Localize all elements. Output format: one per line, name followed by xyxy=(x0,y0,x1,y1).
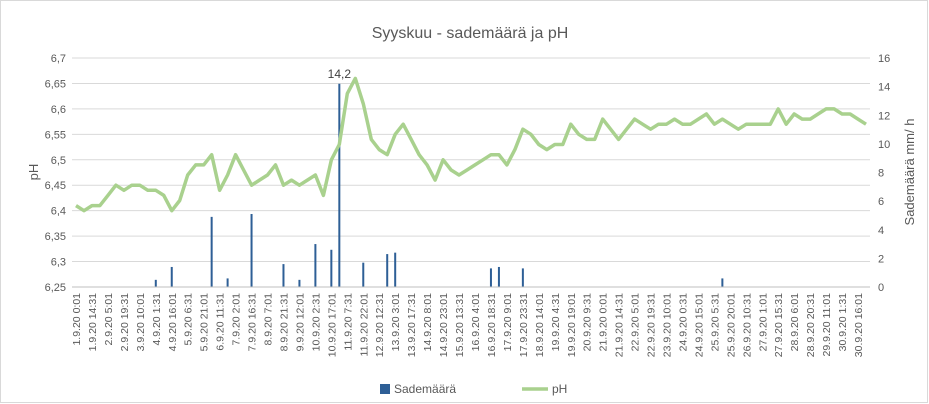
x-tick-label: 22.9.20 19:31 xyxy=(646,293,658,357)
y-tick-label: 6,6 xyxy=(51,104,66,116)
x-tick-label: 22.9.20 5:01 xyxy=(630,293,642,352)
x-tick-label: 10.9.20 17:01 xyxy=(326,293,338,357)
bar xyxy=(721,278,724,287)
bar xyxy=(362,262,365,287)
x-tick-label: 20.9.20 9:31 xyxy=(582,293,594,352)
x-tick-label: 7.9.20 2:01 xyxy=(231,293,243,346)
data-label: 14,2 xyxy=(328,67,352,81)
x-tick-label: 2.9.20 19:31 xyxy=(119,293,131,352)
x-tick-label: 8.9.20 7:01 xyxy=(263,293,275,346)
bar xyxy=(170,266,173,287)
x-tick-label: 27.9.20 15:31 xyxy=(773,293,785,357)
x-tick-label: 4.9.20 1:31 xyxy=(151,293,163,346)
chart-title: Syyskuu - sademäärä ja pH xyxy=(372,25,569,42)
x-tick-label: 5.9.20 6:31 xyxy=(183,293,195,346)
y-tick-label: 6,4 xyxy=(51,206,66,218)
x-tick-label: 24.9.20 0:31 xyxy=(677,293,689,352)
y-axis-title: pH xyxy=(26,164,41,181)
y-tick-label: 6,25 xyxy=(45,282,66,294)
x-tick-label: 3.9.20 10:01 xyxy=(135,293,147,352)
y-tick-label: 6,5 xyxy=(51,155,66,167)
x-tick-label: 4.9.20 16:01 xyxy=(167,293,179,352)
x-tick-label: 9.9.20 12:01 xyxy=(294,293,306,352)
x-tick-label: 16.9.20 4:01 xyxy=(470,293,482,352)
x-tick-label: 11.9.20 22:01 xyxy=(358,293,370,357)
y2-tick-label: 10 xyxy=(878,139,890,151)
x-tick-label: 28.9.20 6:01 xyxy=(789,293,801,352)
legend-label: pH xyxy=(552,382,567,396)
bar xyxy=(298,279,301,287)
y2-tick-label: 16 xyxy=(878,53,890,65)
y2-tick-label: 4 xyxy=(878,225,884,237)
x-tick-label: 21.9.20 0:01 xyxy=(598,293,610,352)
x-tick-label: 1.9.20 14:31 xyxy=(87,293,99,352)
bar xyxy=(250,214,253,287)
x-tick-label: 30.9.20 16:01 xyxy=(853,293,865,357)
y-tick-label: 6,45 xyxy=(45,180,66,192)
x-tick-label: 27.9.20 1:01 xyxy=(757,293,769,352)
x-tick-label: 18.9.20 14:01 xyxy=(534,293,546,357)
x-tick-label: 19.9.20 19:01 xyxy=(566,293,578,357)
x-tick-label: 12.9.20 12:31 xyxy=(374,293,386,357)
bar xyxy=(210,216,213,287)
bar xyxy=(330,249,333,287)
x-tick-label: 15.9.20 13:31 xyxy=(454,293,466,357)
x-tick-label: 8.9.20 21:31 xyxy=(278,293,290,352)
x-tick-label: 25.9.20 20:01 xyxy=(725,293,737,357)
x-tick-label: 17.9.20 9:01 xyxy=(502,293,514,352)
x-tick-label: 11.9.20 7:31 xyxy=(342,293,354,351)
x-tick-label: 14.9.20 8:01 xyxy=(422,293,434,352)
y2-tick-label: 12 xyxy=(878,110,890,122)
bar xyxy=(489,268,492,287)
x-tick-label: 29.9.20 11:01 xyxy=(821,293,833,357)
bar xyxy=(226,278,229,287)
line xyxy=(75,76,867,213)
x-tick-label: 28.9.20 20:31 xyxy=(805,293,817,357)
bar xyxy=(394,252,397,287)
x-tick-label: 21.9.20 14:31 xyxy=(614,293,626,357)
x-tick-label: 25.9.20 5:31 xyxy=(709,293,721,352)
bar xyxy=(386,254,389,287)
y2-tick-label: 14 xyxy=(878,82,890,94)
y-tick-label: 6,3 xyxy=(51,257,66,269)
y-tick-label: 6,35 xyxy=(45,231,66,243)
bar xyxy=(497,266,500,287)
y2-tick-label: 0 xyxy=(878,282,884,294)
x-tick-label: 24.9.20 15:01 xyxy=(693,293,705,357)
bar xyxy=(314,244,317,287)
x-tick-label: 16.9.20 18:31 xyxy=(486,293,498,357)
x-tick-label: 7.9.20 16:31 xyxy=(247,293,259,352)
y-tick-label: 6,7 xyxy=(51,53,66,65)
bar xyxy=(282,264,285,287)
legend-swatch xyxy=(380,384,390,394)
y2-tick-label: 6 xyxy=(878,196,884,208)
x-tick-label: 2.9.20 5:01 xyxy=(103,293,115,346)
y2-tick-label: 8 xyxy=(878,168,884,180)
y2-tick-label: 2 xyxy=(878,253,884,265)
x-tick-label: 6.9.20 11:31 xyxy=(215,293,227,351)
x-tick-label: 17.9.20 23:31 xyxy=(518,293,530,357)
x-tick-label: 1.9.20 0:01 xyxy=(71,293,83,346)
x-tick-label: 19.9.20 4:31 xyxy=(550,293,562,352)
bar xyxy=(154,279,157,287)
bar xyxy=(521,268,524,287)
x-tick-label: 14.9.20 23:01 xyxy=(438,293,450,357)
x-tick-label: 13.9.20 3:01 xyxy=(390,293,402,352)
bar xyxy=(338,83,341,287)
y2-axis-title: Sademäärä mm/ h xyxy=(902,119,917,226)
x-tick-label: 10.9.20 2:31 xyxy=(310,293,322,352)
legend-label: Sademäärä xyxy=(394,382,456,396)
y-tick-label: 6,65 xyxy=(45,78,66,90)
x-tick-label: 5.9.20 21:01 xyxy=(199,293,211,352)
y-tick-label: 6,55 xyxy=(45,129,66,141)
x-tick-label: 30.9.20 1:31 xyxy=(837,293,849,352)
x-tick-label: 23.9.20 10:01 xyxy=(662,293,674,357)
x-tick-label: 13.9.20 17:31 xyxy=(406,293,418,357)
x-tick-label: 26.9.20 10:31 xyxy=(741,293,753,357)
